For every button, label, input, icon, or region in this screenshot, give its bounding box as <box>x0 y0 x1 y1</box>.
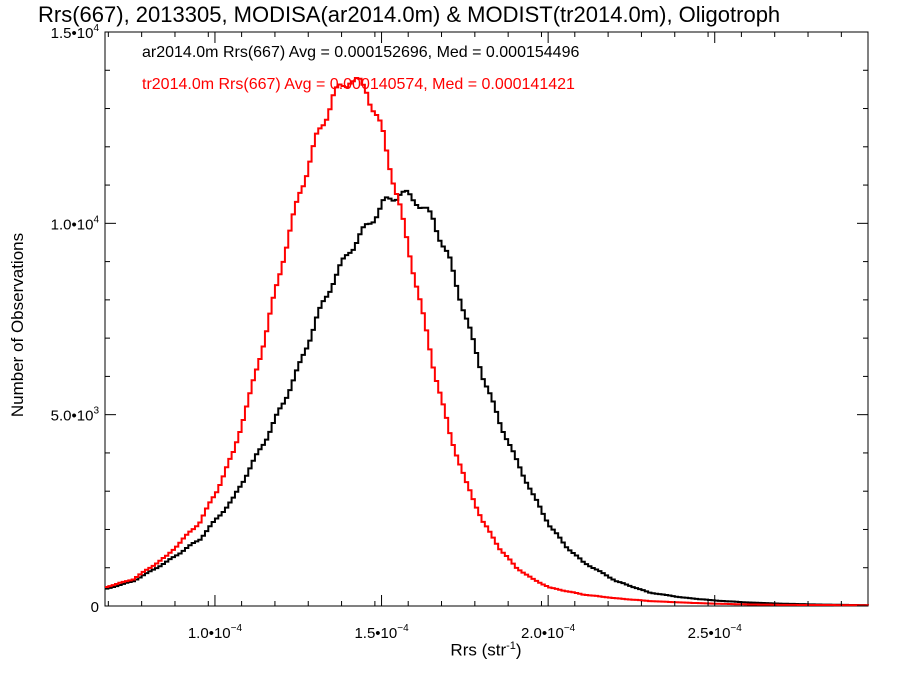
x-tick-label-0: 1.0•10−4 <box>188 623 243 642</box>
y-tick-label-0: 0 <box>91 599 99 616</box>
legend-entry-series-1: tr2014.0m Rrs(667) Avg = 0.000140574, Me… <box>142 76 575 93</box>
y-tick-label-3: 1.5•104 <box>51 23 100 42</box>
series-0-line <box>105 189 869 607</box>
x-tick-label-2: 2.0•10−4 <box>521 623 576 642</box>
plot-frame <box>104 31 869 607</box>
series-1-line <box>105 76 869 607</box>
y-tick-label-2: 1.0•104 <box>51 214 100 233</box>
y-axis-label: Number of Observations <box>8 232 27 418</box>
x-axis-label: Rrs (str-1) <box>450 640 521 661</box>
x-axis-label-text: Rrs (str <box>450 640 507 660</box>
y-tick-label-1: 5.0•103 <box>51 406 100 425</box>
x-axis-label-unit-exponent: -1 <box>506 640 516 652</box>
chart-title: Rrs(667), 2013305, MODISA(ar2014.0m) & M… <box>38 2 781 27</box>
legend-entry-series-0: ar2014.0m Rrs(667) Avg = 0.000152696, Me… <box>142 44 580 61</box>
x-axis-label-close: ) <box>515 640 522 660</box>
x-tick-label-3: 2.5•10−4 <box>688 623 743 642</box>
x-tick-label-1: 1.5•10−4 <box>354 623 409 642</box>
